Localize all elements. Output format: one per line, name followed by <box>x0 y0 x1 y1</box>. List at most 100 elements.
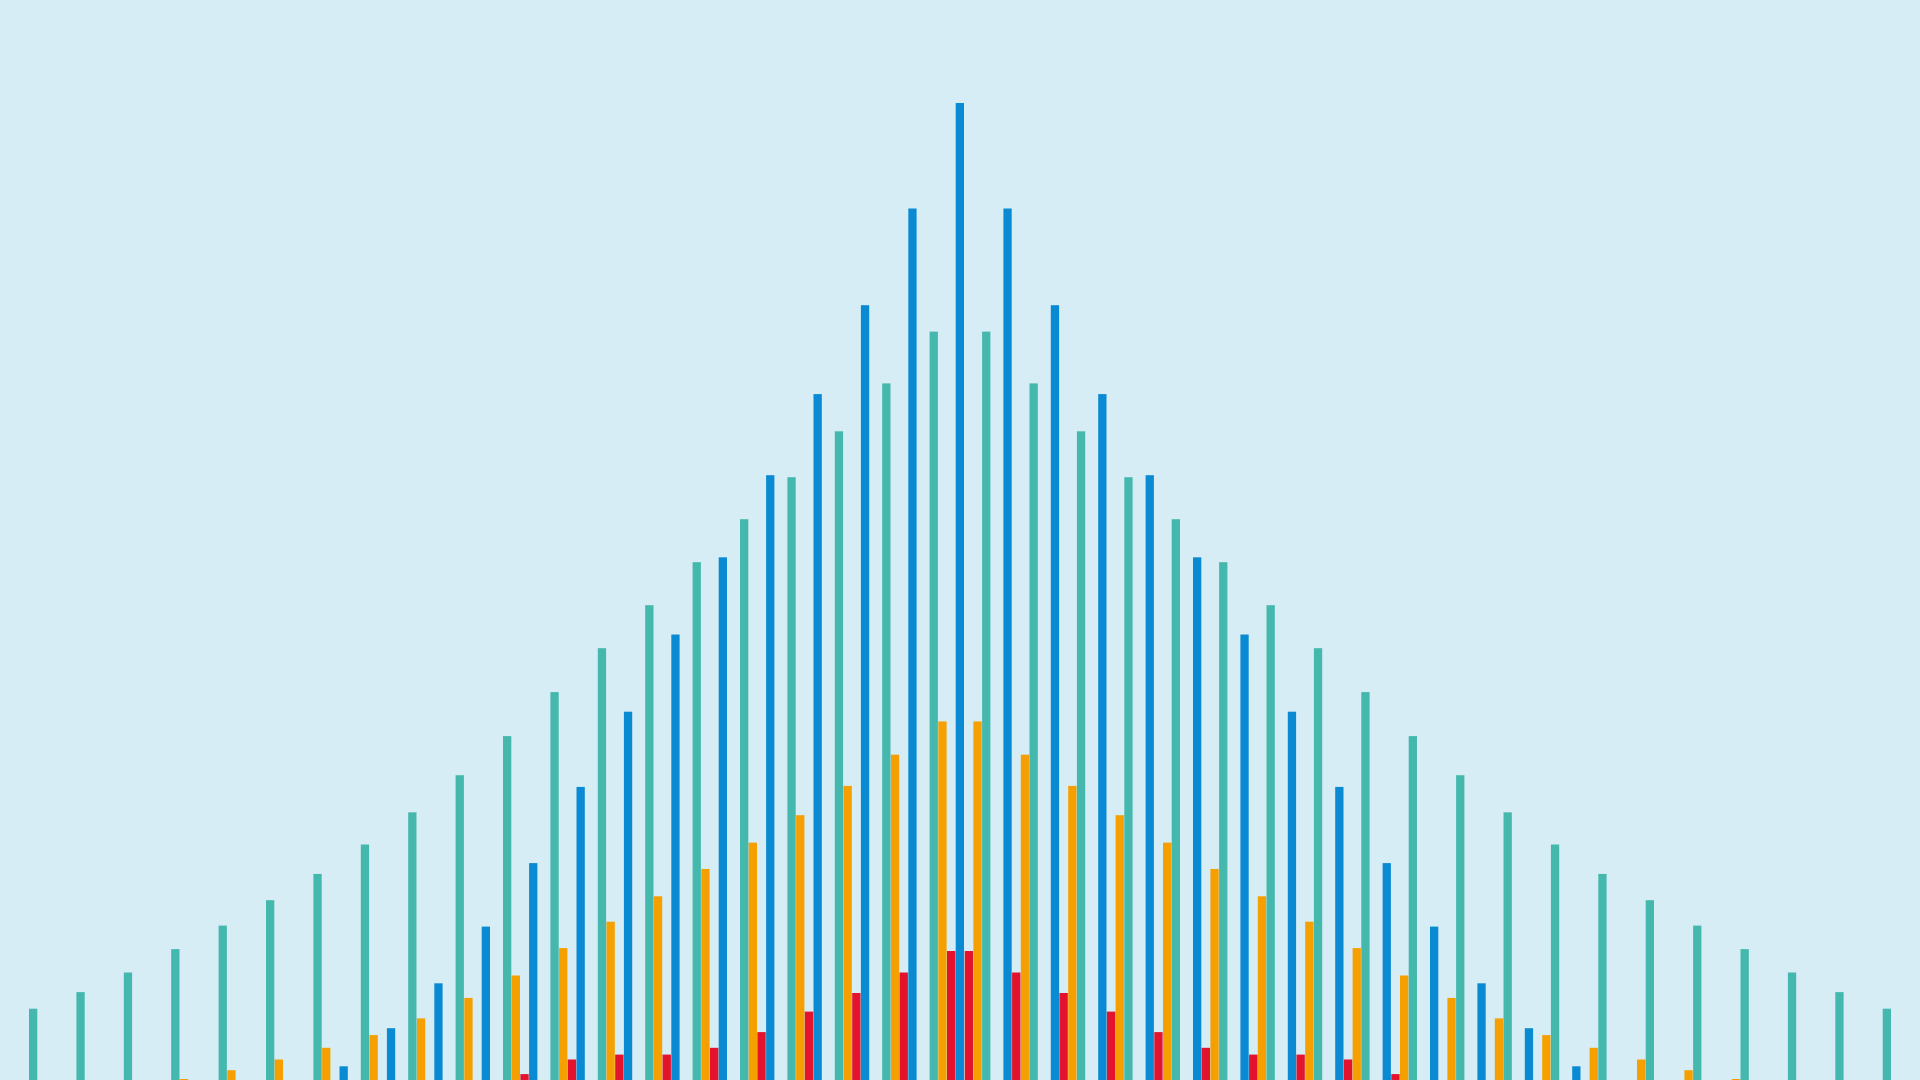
bar-orange-34 <box>1589 1047 1598 1080</box>
bar-orange-25 <box>1163 842 1172 1080</box>
bar-teal-26 <box>1219 562 1228 1080</box>
bar-orange-9 <box>416 1018 426 1080</box>
bar-teal-16 <box>740 519 749 1080</box>
bar-blue-34 <box>1572 1066 1581 1080</box>
bar-orange-14 <box>653 896 663 1080</box>
bar-blue-8 <box>386 1028 396 1080</box>
bar-red-29 <box>1343 1059 1353 1080</box>
bar-orange-21 <box>973 721 982 1080</box>
bar-teal-4 <box>171 949 180 1080</box>
bar-teal-24 <box>1124 477 1133 1080</box>
bar-blue-24 <box>1098 394 1107 1080</box>
bars-layer <box>29 103 1891 1080</box>
bar-blue-33 <box>1524 1028 1534 1080</box>
bar-teal-19 <box>882 383 891 1080</box>
bar-blue-15 <box>718 557 727 1080</box>
bar-teal-6 <box>266 900 275 1080</box>
bar-orange-13 <box>606 921 615 1080</box>
bar-orange-5 <box>227 1070 236 1080</box>
bar-teal-13 <box>597 648 607 1080</box>
bar-blue-25 <box>1145 475 1154 1080</box>
bar-red-25 <box>1154 1032 1163 1080</box>
bar-red-18 <box>852 993 861 1080</box>
bar-teal-40 <box>1882 1008 1891 1080</box>
bar-blue-16 <box>766 475 775 1080</box>
bar-orange-24 <box>1115 815 1124 1080</box>
bar-blue-10 <box>481 926 490 1080</box>
bar-orange-35 <box>1637 1059 1646 1080</box>
bar-orange-15 <box>701 869 710 1080</box>
bar-red-19 <box>899 972 908 1080</box>
bar-blue-14 <box>671 634 680 1080</box>
bar-blue-32 <box>1477 983 1486 1080</box>
bar-red-12 <box>567 1059 577 1080</box>
bar-teal-8 <box>360 844 370 1080</box>
bar-orange-6 <box>274 1059 283 1080</box>
bar-teal-25 <box>1171 519 1180 1080</box>
bar-orange-11 <box>511 975 520 1080</box>
bar-teal-7 <box>313 873 322 1080</box>
bar-teal-31 <box>1456 775 1465 1080</box>
bar-orange-23 <box>1068 785 1077 1080</box>
bar-teal-36 <box>1693 925 1702 1080</box>
bar-blue-12 <box>576 786 585 1080</box>
bar-teal-14 <box>645 605 654 1080</box>
bar-red-16 <box>757 1032 766 1080</box>
bar-orange-30 <box>1400 975 1409 1080</box>
bar-teal-12 <box>550 692 559 1080</box>
bar-blue-26 <box>1193 557 1202 1080</box>
bar-red-24 <box>1106 1011 1116 1080</box>
bar-teal-15 <box>692 562 701 1080</box>
bar-blue-30 <box>1382 863 1391 1080</box>
bar-red-15 <box>710 1047 719 1080</box>
bar-orange-32 <box>1494 1018 1504 1080</box>
bar-blue-31 <box>1430 926 1439 1080</box>
bar-blue-19 <box>908 208 917 1080</box>
bar-teal-35 <box>1645 900 1654 1080</box>
bar-teal-29 <box>1361 692 1370 1080</box>
bar-orange-20 <box>938 721 947 1080</box>
bar-blue-7 <box>339 1066 348 1080</box>
bar-red-13 <box>615 1054 624 1080</box>
bar-teal-39 <box>1835 992 1844 1080</box>
bar-red-26 <box>1201 1047 1210 1080</box>
bar-teal-38 <box>1787 972 1797 1080</box>
bar-teal-18 <box>834 431 844 1080</box>
bar-red-20 <box>947 951 956 1080</box>
bar-orange-19 <box>890 754 900 1080</box>
bar-red-30 <box>1391 1074 1400 1080</box>
bar-blue-23 <box>1050 305 1060 1080</box>
bar-teal-17 <box>787 477 796 1080</box>
bar-teal-23 <box>1076 431 1086 1080</box>
bar-blue-11 <box>529 863 538 1080</box>
bar-teal-32 <box>1503 812 1512 1080</box>
bar-orange-10 <box>464 997 473 1080</box>
bar-orange-12 <box>559 948 568 1080</box>
bar-orange-17 <box>796 815 805 1080</box>
bar-orange-8 <box>369 1035 378 1080</box>
bar-teal-37 <box>1740 949 1749 1080</box>
bar-orange-36 <box>1684 1070 1693 1080</box>
bar-blue-9 <box>434 983 443 1080</box>
bar-blue-13 <box>623 711 633 1080</box>
bar-orange-22 <box>1020 754 1030 1080</box>
bar-teal-33 <box>1550 844 1560 1080</box>
bar-red-17 <box>804 1011 814 1080</box>
bar-teal-11 <box>503 736 512 1080</box>
bar-teal-3 <box>123 972 133 1080</box>
bar-teal-21 <box>982 331 991 1080</box>
bar-orange-18 <box>843 785 852 1080</box>
bar-blue-29 <box>1335 786 1344 1080</box>
bar-teal-28 <box>1313 648 1323 1080</box>
bar-teal-2 <box>76 992 85 1080</box>
bar-teal-9 <box>408 812 417 1080</box>
bar-orange-27 <box>1257 896 1267 1080</box>
bar-orange-26 <box>1210 869 1219 1080</box>
bar-teal-1 <box>29 1008 38 1080</box>
bar-blue-28 <box>1287 711 1297 1080</box>
bar-blue-17 <box>813 394 822 1080</box>
bar-red-27 <box>1249 1054 1258 1080</box>
bar-red-21 <box>964 951 973 1080</box>
bar-orange-29 <box>1352 948 1361 1080</box>
bar-red-14 <box>662 1054 671 1080</box>
